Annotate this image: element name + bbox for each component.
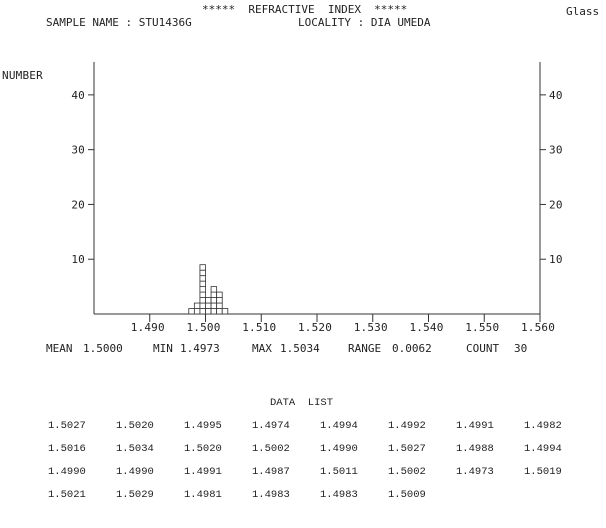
- data-list-cell: 1.5029: [116, 489, 154, 501]
- mean-label: MEAN: [46, 342, 73, 355]
- data-list-cell: 1.5020: [116, 420, 154, 432]
- data-list-cell: 1.4990: [48, 466, 86, 478]
- histogram-cell: [205, 297, 212, 304]
- x-tick-label: 1.540: [409, 321, 443, 334]
- count-label: COUNT: [466, 342, 500, 355]
- y-ticks: 10 10 20 20 30 30 40 40: [71, 89, 562, 266]
- data-list-cell: 1.5021: [48, 489, 86, 501]
- data-list-cell: 1.4983: [252, 489, 290, 501]
- data-list-cell: 1.5034: [116, 443, 154, 455]
- x-tick-label: 1.530: [354, 321, 388, 334]
- data-list-cell: 1.5027: [48, 420, 86, 432]
- histogram-cell: [199, 275, 206, 282]
- histogram-cell: [205, 302, 212, 309]
- x-tick-label: 1.520: [298, 321, 332, 334]
- chart-title: ***** REFRACTIVE INDEX *****: [202, 3, 408, 16]
- histogram-cell: [221, 308, 229, 315]
- histogram-bar: [221, 308, 229, 315]
- histogram-cell: [188, 308, 195, 315]
- x-tick-label: 1.550: [465, 321, 499, 334]
- histogram-bar: [210, 286, 218, 315]
- data-list-cell: 1.5019: [524, 466, 562, 478]
- histogram-cell: [199, 269, 206, 277]
- count-value: 30: [514, 342, 528, 355]
- histogram-bar: [188, 308, 195, 315]
- histogram-bar: [216, 291, 223, 315]
- histogram-cell: [210, 302, 218, 309]
- x-tick-label: 1.500: [186, 321, 220, 334]
- histogram-cell: [199, 286, 206, 293]
- y-tick-label-left: 20: [71, 198, 85, 211]
- histogram-cell: [193, 308, 201, 315]
- data-list-cell: 1.4982: [524, 420, 562, 432]
- histogram-cell: [210, 297, 218, 304]
- data-list-cell: 1.5020: [184, 443, 222, 455]
- range-value: 0.0062: [392, 342, 432, 355]
- y-tick-label-left: 30: [71, 144, 85, 157]
- histogram-bar: [205, 297, 212, 315]
- data-list-cell: 1.4994: [320, 420, 358, 432]
- corner-label: Glass: [566, 5, 600, 18]
- histogram-cell: [216, 302, 223, 309]
- min-label: MIN: [153, 342, 173, 355]
- data-list-cell: 1.5016: [48, 443, 86, 455]
- data-list-cell: 1.5002: [388, 466, 426, 478]
- histogram-cell: [210, 291, 218, 298]
- histogram-cell: [210, 286, 218, 293]
- data-list-cell: 1.4987: [252, 466, 290, 478]
- data-list-cell: 1.5009: [388, 489, 426, 501]
- y-tick-label-left: 40: [71, 89, 85, 102]
- range-label: RANGE: [348, 342, 382, 355]
- data-list-cell: 1.4990: [320, 443, 358, 455]
- histogram-cell: [199, 297, 206, 304]
- y-tick-label-right: 10: [549, 253, 563, 266]
- mean-value: 1.5000: [83, 342, 123, 355]
- histogram-bar: [199, 264, 206, 315]
- histogram-cell: [199, 302, 206, 309]
- data-list-cell: 1.4994: [524, 443, 562, 455]
- x-tick-label: 1.560: [521, 321, 555, 334]
- y-tick-label-right: 30: [549, 144, 563, 157]
- data-list-cell: 1.5011: [320, 466, 358, 478]
- histogram-cell: [216, 297, 223, 304]
- histogram-cell: [216, 308, 223, 315]
- histogram-cell: [199, 264, 206, 271]
- histogram-chart: NUMBER 1.490 1.500 1.510 1.520 1.530 1.540 1.5…: [2, 62, 562, 334]
- y-tick-label-right: 20: [549, 198, 563, 211]
- min-value: 1.4973: [180, 342, 220, 355]
- max-label: MAX: [252, 342, 272, 355]
- data-list-title: DATA LIST: [270, 397, 334, 409]
- data-list-cell: 1.4988: [456, 443, 494, 455]
- y-axis-label: NUMBER: [2, 69, 43, 82]
- data-list-cell: 1.4973: [456, 466, 494, 478]
- y-tick-label-right: 40: [549, 89, 563, 102]
- data-list-cell: 1.4983: [320, 489, 358, 501]
- data-list-cell: 1.4981: [184, 489, 222, 501]
- x-ticks: 1.490 1.500 1.510 1.520 1.530 1.540 1.550 1.560: [131, 314, 555, 334]
- histogram-cell: [205, 308, 212, 315]
- data-list-cell: 1.4992: [388, 420, 426, 432]
- data-list-cell: 1.4991: [184, 466, 222, 478]
- data-list-cell: 1.4990: [116, 466, 154, 478]
- data-list-cell: 1.4974: [252, 420, 290, 432]
- data-list-cell: 1.5002: [252, 443, 290, 455]
- histogram-cell: [193, 302, 201, 309]
- histogram-cell: [199, 280, 206, 288]
- histogram-cell: [199, 308, 206, 315]
- max-value: 1.5034: [280, 342, 320, 355]
- x-tick-label: 1.490: [131, 321, 165, 334]
- sample-name: SAMPLE NAME : STU1436G: [46, 16, 192, 29]
- histogram-bars: [188, 264, 229, 315]
- x-tick-label: 1.510: [242, 321, 276, 334]
- histogram-bar: [193, 302, 201, 315]
- histogram-cell: [199, 291, 206, 298]
- axes: [93, 62, 541, 315]
- data-list-cell: 1.4995: [184, 420, 222, 432]
- data-list-cell: 1.4991: [456, 420, 494, 432]
- y-tick-label-left: 10: [71, 253, 85, 266]
- histogram-cell: [210, 308, 218, 315]
- histogram-cell: [216, 291, 223, 298]
- data-list-cell: 1.5027: [388, 443, 426, 455]
- locality: LOCALITY : DIA UMEDA: [298, 16, 431, 29]
